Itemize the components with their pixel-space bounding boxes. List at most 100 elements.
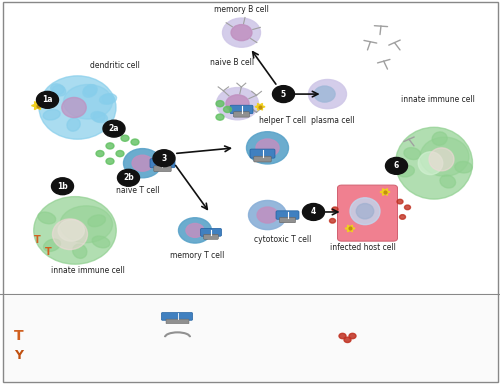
Ellipse shape — [91, 112, 108, 122]
Ellipse shape — [39, 76, 116, 139]
Text: pattern recognition receptor: pattern recognition receptor — [38, 333, 140, 339]
Ellipse shape — [356, 204, 374, 219]
Ellipse shape — [397, 165, 414, 177]
Ellipse shape — [404, 147, 421, 160]
Text: cytokines: cytokines — [200, 352, 234, 358]
Circle shape — [344, 337, 351, 343]
FancyBboxPatch shape — [276, 211, 299, 219]
Circle shape — [386, 157, 407, 174]
FancyBboxPatch shape — [162, 313, 192, 320]
Circle shape — [84, 86, 96, 96]
Polygon shape — [380, 189, 390, 195]
Text: cytotoxic molecules: cytotoxic molecules — [360, 333, 432, 339]
Polygon shape — [32, 102, 44, 109]
Text: T cell receptor : MHC complex: T cell receptor : MHC complex — [200, 314, 309, 320]
Polygon shape — [14, 313, 26, 321]
Circle shape — [116, 151, 124, 157]
Ellipse shape — [43, 109, 60, 120]
Circle shape — [106, 158, 114, 164]
Circle shape — [349, 333, 356, 339]
Ellipse shape — [246, 132, 288, 164]
Ellipse shape — [440, 175, 456, 188]
Ellipse shape — [52, 219, 88, 250]
Ellipse shape — [60, 206, 112, 243]
Ellipse shape — [178, 218, 212, 243]
Ellipse shape — [455, 161, 472, 173]
Text: 2b: 2b — [123, 173, 134, 182]
Circle shape — [102, 94, 114, 104]
Text: 1b: 1b — [57, 182, 68, 191]
Text: infected host cell: infected host cell — [330, 243, 396, 252]
FancyBboxPatch shape — [234, 112, 250, 117]
Circle shape — [118, 169, 140, 186]
Ellipse shape — [44, 239, 60, 252]
Ellipse shape — [72, 244, 87, 258]
Text: 5: 5 — [281, 89, 286, 99]
Circle shape — [93, 113, 105, 122]
FancyBboxPatch shape — [250, 149, 275, 158]
Text: naive B cell: naive B cell — [210, 58, 254, 67]
Text: Fc receptor: Fc receptor — [38, 352, 78, 358]
Text: naive T cell: naive T cell — [116, 185, 160, 195]
FancyBboxPatch shape — [204, 234, 218, 239]
Text: pathogen / antigen: pathogen / antigen — [38, 314, 106, 320]
Ellipse shape — [308, 79, 346, 109]
Circle shape — [96, 151, 104, 157]
Text: antibodies: antibodies — [360, 314, 398, 320]
Circle shape — [397, 199, 403, 204]
FancyBboxPatch shape — [254, 156, 271, 162]
Ellipse shape — [222, 18, 260, 47]
Circle shape — [216, 114, 224, 120]
Ellipse shape — [257, 207, 278, 223]
Circle shape — [272, 86, 294, 103]
Text: memory T cell: memory T cell — [170, 251, 224, 260]
Circle shape — [339, 333, 346, 339]
Text: 2a: 2a — [109, 124, 120, 133]
Circle shape — [153, 150, 175, 167]
Circle shape — [106, 143, 114, 149]
FancyBboxPatch shape — [338, 185, 398, 241]
Text: helper T cell: helper T cell — [259, 116, 306, 126]
Text: Y: Y — [14, 349, 24, 362]
Text: memory B cell: memory B cell — [214, 5, 269, 14]
Circle shape — [330, 218, 336, 223]
Circle shape — [216, 101, 224, 107]
Circle shape — [332, 207, 338, 212]
Ellipse shape — [418, 152, 443, 175]
FancyBboxPatch shape — [150, 159, 175, 168]
Ellipse shape — [216, 88, 258, 120]
Text: innate immune cell: innate immune cell — [400, 95, 474, 104]
Circle shape — [400, 215, 406, 219]
Circle shape — [131, 139, 139, 145]
Ellipse shape — [396, 127, 472, 199]
Circle shape — [224, 106, 232, 113]
Ellipse shape — [186, 223, 204, 237]
Ellipse shape — [248, 200, 286, 230]
Text: cytotoxic T cell: cytotoxic T cell — [254, 235, 311, 245]
FancyBboxPatch shape — [280, 217, 295, 223]
Text: 3: 3 — [162, 154, 166, 163]
FancyBboxPatch shape — [230, 105, 253, 114]
Polygon shape — [345, 225, 355, 232]
Text: T: T — [14, 329, 24, 343]
Polygon shape — [255, 103, 265, 110]
Ellipse shape — [100, 94, 116, 104]
FancyBboxPatch shape — [4, 296, 496, 381]
Text: 6: 6 — [394, 161, 399, 170]
Ellipse shape — [38, 212, 56, 224]
Ellipse shape — [83, 84, 97, 97]
FancyBboxPatch shape — [166, 319, 189, 324]
Ellipse shape — [58, 220, 84, 241]
Text: 1a: 1a — [42, 95, 53, 104]
Text: innate immune cell: innate immune cell — [50, 266, 124, 275]
Ellipse shape — [226, 95, 249, 113]
Text: dendritic cell: dendritic cell — [90, 61, 140, 70]
Ellipse shape — [132, 155, 153, 171]
Text: co-stimulatory receptors: co-stimulatory receptors — [200, 333, 289, 339]
Ellipse shape — [62, 98, 86, 118]
Ellipse shape — [314, 86, 335, 102]
Ellipse shape — [420, 137, 469, 176]
Circle shape — [170, 352, 178, 359]
Text: T: T — [34, 235, 40, 245]
Circle shape — [121, 135, 129, 141]
